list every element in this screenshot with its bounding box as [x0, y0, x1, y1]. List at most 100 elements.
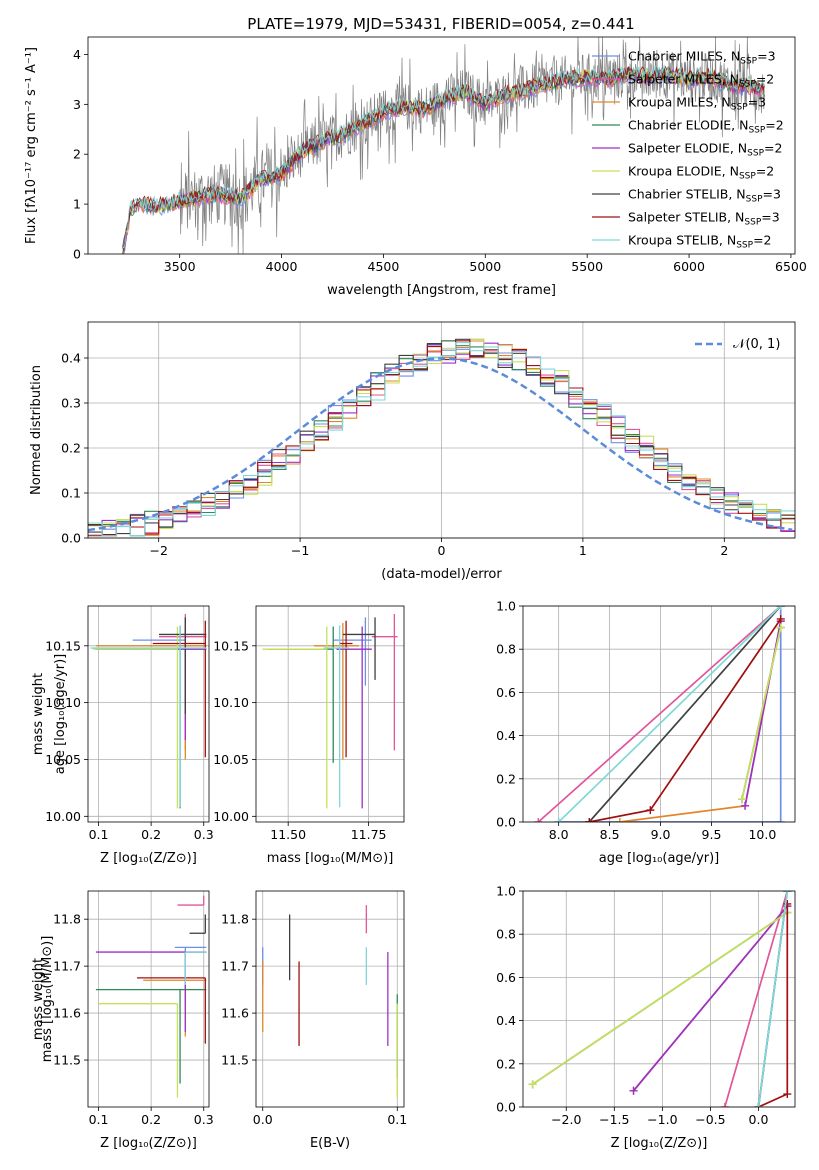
y-tick-label: 1.0	[496, 884, 516, 899]
legend-label: Chabrier MILES, N	[628, 49, 740, 64]
weight-marker	[738, 795, 747, 804]
plot-area	[528, 891, 792, 1107]
y-axis-label: Normed distribution	[29, 365, 44, 495]
x-tick-label: −1.0	[647, 1112, 677, 1127]
axes-frame	[87, 890, 210, 1108]
plot-area	[90, 613, 207, 809]
model-spectrum-8	[122, 64, 765, 249]
x-tick-label: −2	[149, 543, 167, 558]
cumulative-weight-8	[558, 606, 782, 822]
x-tick-label: 0.3	[194, 827, 214, 842]
y-tick-label: 0.6	[496, 970, 516, 985]
weight-marker	[776, 614, 785, 623]
y-tick-label: 0.0	[496, 1100, 516, 1115]
legend-label: Chabrier ELODIE, N	[628, 118, 748, 133]
y-tick-label: 0.6	[496, 685, 516, 700]
weight-marker	[776, 623, 785, 632]
weight-marker	[783, 899, 792, 908]
axes-frame	[522, 605, 796, 823]
x-tick-label: −1.5	[599, 1112, 629, 1127]
x-tick-label: 0.0	[749, 1112, 769, 1127]
legend-label: Kroupa STELIB, N	[628, 233, 736, 248]
x-tick-label: 11.50	[270, 827, 306, 842]
legend-count: =2	[764, 141, 782, 156]
x-tick-label: −0.5	[695, 1112, 725, 1127]
y-tick-label: 10.00	[213, 809, 249, 824]
errorbar-point-7	[136, 977, 206, 1044]
x-tick-label: 0.3	[194, 1112, 214, 1127]
cumulative-weight-5	[532, 911, 788, 1086]
y-tick-label: 10.15	[213, 638, 249, 653]
legend-entry: Kroupa STELIB, NSSP=2	[628, 233, 772, 251]
errorbar-point-5	[262, 626, 328, 809]
histogram-3	[88, 340, 795, 537]
x-tick-label: 0.1	[387, 1112, 407, 1127]
x-tick-label: 6500	[775, 259, 807, 274]
errorbar-point-5	[93, 626, 179, 809]
y-tick-label: 0.0	[61, 531, 81, 546]
panel-mass_vs_Z: 0.1 0.2 0.3 11.5 11.6 11.7 11.8 Z [log₁₀(Z/Z⊙)]…	[40, 890, 214, 1151]
y-tick-label: 0.8	[496, 927, 516, 942]
errorbar-point-8	[90, 625, 207, 808]
y-tick-label: 11.7	[53, 959, 81, 974]
legend-subscript: SSP	[748, 126, 765, 136]
gridlines	[256, 606, 404, 822]
panel-spectrum: 3500 4000 4500 5000 5500 6000 6500 0 1 2 3 4 wavelen…	[24, 36, 807, 298]
axes-frame	[522, 890, 796, 1108]
x-tick-label: 10.0	[748, 827, 776, 842]
x-tick-label: 0.0	[253, 1112, 273, 1127]
x-tick-label: 9.0	[651, 827, 671, 842]
x-tick-label: 9.5	[702, 827, 722, 842]
weight-marker	[534, 818, 543, 822]
x-axis-label: wavelength [Angstrom, rest frame]	[327, 283, 556, 298]
x-tick-label: 4000	[266, 259, 298, 274]
weight-marker	[741, 801, 750, 810]
y-tick-label: 10.10	[213, 695, 249, 710]
x-tick-label: −1	[291, 543, 309, 558]
y-tick-label: 0.2	[496, 1056, 516, 1071]
cumulative-weight-8	[757, 891, 789, 1107]
legend-subscript: SSP	[736, 241, 753, 251]
legend-entry: Chabrier ELODIE, NSSP=2	[628, 118, 784, 136]
y-tick-label: 0.4	[61, 351, 81, 366]
y-tick-label: 4	[73, 47, 81, 62]
x-tick-label: 2	[720, 543, 728, 558]
weight-marker	[528, 1080, 537, 1089]
weight-marker	[776, 818, 785, 822]
x-tick-label: 5500	[571, 259, 603, 274]
normal-legend-label: 𝒩(0, 1)	[733, 337, 780, 352]
weight-marker	[776, 606, 785, 610]
gridlines	[88, 891, 209, 1107]
x-axis-label: Z [log₁₀(Z/Z⊙)]	[611, 1136, 708, 1151]
errorbar-point-5	[98, 1003, 179, 1098]
y-tick-label: 0.0	[496, 815, 516, 830]
y-tick-label: 0.3	[61, 396, 81, 411]
legend-label: Kroupa MILES, N	[628, 95, 731, 110]
y-tick-label: 1	[73, 197, 81, 212]
errorbar-point-1	[177, 895, 205, 906]
y-tick-label: 11.8	[221, 912, 249, 927]
y-axis-label: age [log₁₀(age/yr)]	[53, 654, 68, 775]
y-tick-label: 10.00	[45, 809, 81, 824]
weight-marker	[754, 1103, 763, 1107]
x-tick-label: 11.75	[351, 827, 387, 842]
legend-count: =3	[748, 95, 766, 110]
legend-label: Kroupa ELODIE, N	[628, 164, 739, 179]
weight-marker	[554, 818, 563, 822]
legend-count: =2	[756, 72, 774, 87]
weight-marker	[629, 1086, 638, 1095]
legend-count: =3	[757, 49, 775, 64]
legend-label: Chabrier STELIB, N	[628, 187, 746, 202]
y-tick-label: 0.4	[496, 1013, 516, 1028]
weight-marker	[783, 1090, 792, 1099]
legend-subscript: SSP	[739, 80, 756, 90]
y-tick-label: 11.5	[221, 1053, 249, 1068]
legend-count: =2	[753, 233, 771, 248]
errorbar-point-7	[339, 620, 353, 758]
y-tick-label: 11.8	[53, 912, 81, 927]
x-tick-label: 4500	[368, 259, 400, 274]
plot-area	[122, 37, 765, 254]
legend-entry: Chabrier MILES, NSSP=3	[628, 49, 776, 67]
